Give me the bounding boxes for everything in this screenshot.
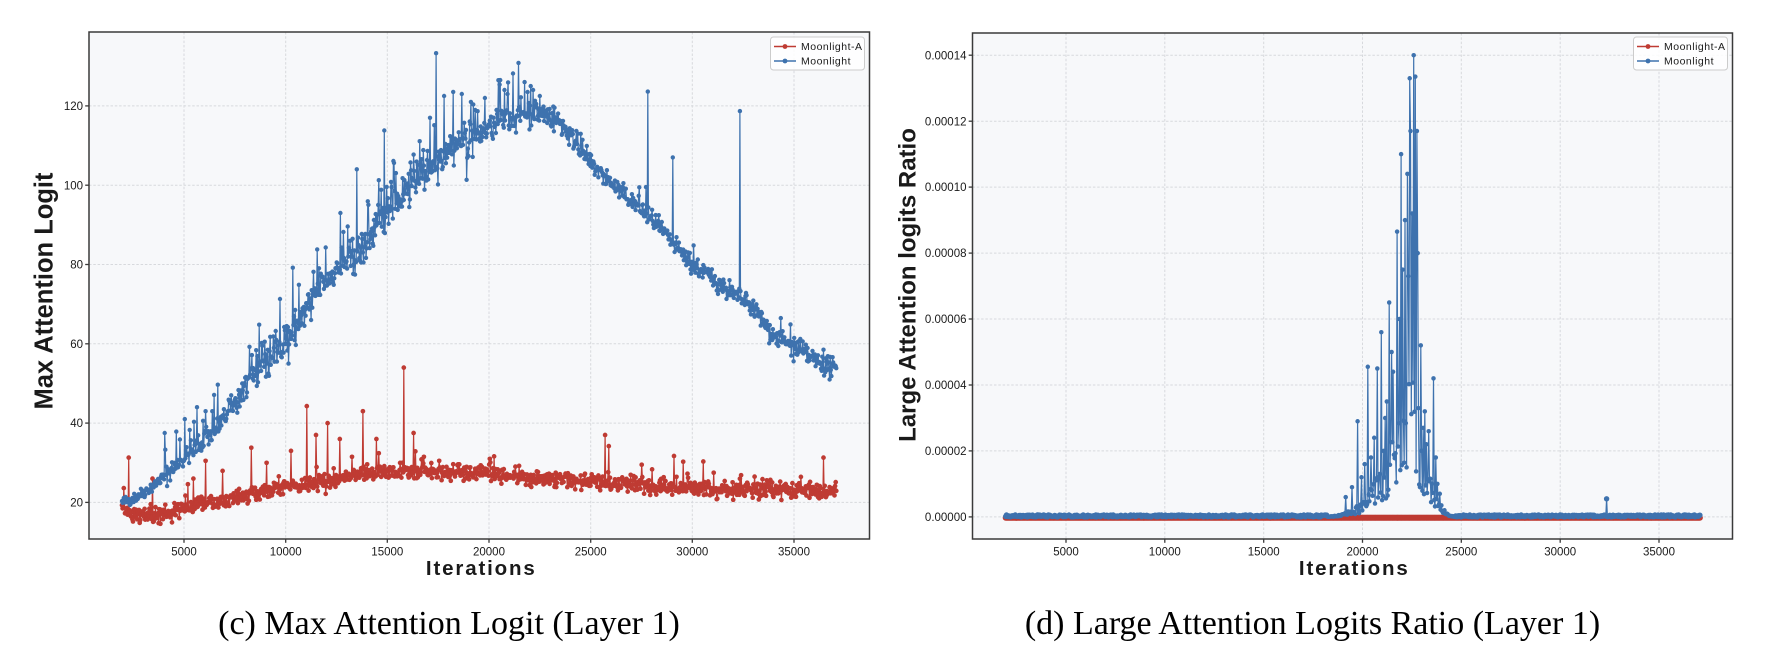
- svg-text:60: 60: [70, 339, 83, 351]
- svg-text:100: 100: [64, 180, 83, 192]
- svg-text:35000: 35000: [778, 547, 810, 559]
- svg-text:0.00012: 0.00012: [925, 116, 967, 128]
- svg-text:30000: 30000: [676, 547, 708, 559]
- svg-text:Moonlight: Moonlight: [1664, 56, 1714, 68]
- svg-text:20: 20: [70, 498, 83, 510]
- svg-text:40: 40: [70, 418, 83, 430]
- svg-text:30000: 30000: [1544, 547, 1576, 559]
- svg-text:Large Attention logits Ratio: Large Attention logits Ratio: [894, 128, 921, 442]
- svg-text:80: 80: [70, 260, 83, 272]
- svg-text:35000: 35000: [1643, 547, 1675, 559]
- svg-text:0.00000: 0.00000: [925, 512, 967, 524]
- svg-text:Iterations: Iterations: [1299, 557, 1410, 580]
- svg-text:(d) Large Attention Logits Rat: (d) Large Attention Logits Ratio (Layer …: [1025, 605, 1600, 642]
- svg-text:0.00006: 0.00006: [925, 314, 967, 326]
- svg-text:Max Attention Logit: Max Attention Logit: [31, 172, 59, 410]
- svg-text:Moonlight: Moonlight: [801, 56, 851, 68]
- svg-text:5000: 5000: [171, 547, 197, 559]
- svg-text:15000: 15000: [1248, 547, 1280, 559]
- svg-text:0.00010: 0.00010: [925, 182, 967, 194]
- svg-text:0.00008: 0.00008: [925, 248, 967, 260]
- svg-text:0.00004: 0.00004: [925, 380, 967, 392]
- svg-text:0.00002: 0.00002: [925, 446, 967, 458]
- svg-text:25000: 25000: [1445, 547, 1477, 559]
- svg-text:Iterations: Iterations: [426, 557, 537, 580]
- svg-text:120: 120: [64, 101, 83, 113]
- svg-text:10000: 10000: [1149, 547, 1181, 559]
- svg-text:5000: 5000: [1053, 547, 1079, 559]
- svg-text:20000: 20000: [473, 547, 505, 559]
- svg-text:15000: 15000: [371, 547, 403, 559]
- svg-text:20000: 20000: [1347, 547, 1379, 559]
- svg-text:(c) Max Attention Logit (Layer: (c) Max Attention Logit (Layer 1): [218, 605, 680, 642]
- svg-text:25000: 25000: [575, 547, 607, 559]
- svg-text:Moonlight-A: Moonlight-A: [1664, 41, 1726, 53]
- svg-text:10000: 10000: [270, 547, 302, 559]
- svg-text:0.00014: 0.00014: [925, 50, 967, 62]
- svg-text:Moonlight-A: Moonlight-A: [801, 41, 863, 53]
